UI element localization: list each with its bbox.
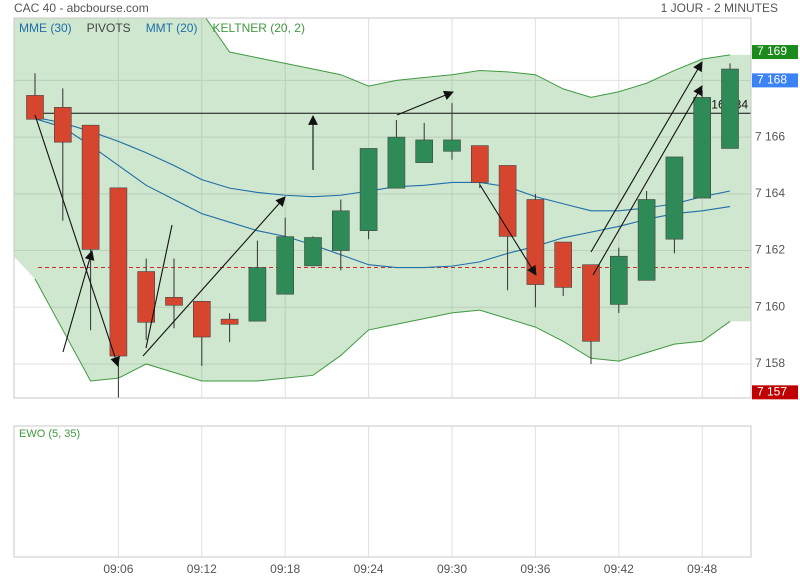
candle-body — [137, 271, 155, 323]
y-tick-label: 7 160 — [755, 299, 785, 313]
x-tick-label: 09:48 — [687, 562, 717, 576]
price-badge-label: 7 169 — [757, 44, 787, 58]
chart-title: CAC 40 - abcbourse.com — [14, 1, 149, 15]
x-tick-label: 09:30 — [437, 562, 467, 576]
candle-body — [359, 148, 378, 231]
lower-panel-title: EWO (5, 35) — [19, 428, 80, 440]
candle-body — [165, 297, 183, 306]
arrow — [62, 250, 95, 353]
candle-body — [276, 236, 295, 295]
y-tick-label: 7 164 — [755, 186, 785, 200]
arrow — [142, 196, 286, 357]
candle-body — [53, 107, 72, 143]
arrow — [590, 61, 703, 253]
price-badge-label: 7 157 — [757, 385, 787, 399]
candle-body — [582, 264, 600, 342]
price-badge-label: 7 168 — [757, 73, 787, 87]
candle-body — [609, 255, 628, 305]
arrow — [34, 114, 120, 367]
main-panel — [13, 17, 752, 399]
x-tick-label: 09:18 — [270, 562, 300, 576]
candle-body — [220, 318, 239, 325]
arrow — [479, 184, 537, 276]
price-badge — [752, 45, 798, 60]
y-tick-label: 7 158 — [755, 356, 785, 370]
moving-average — [34, 118, 731, 269]
arrow — [396, 90, 454, 116]
candle-body — [721, 68, 739, 149]
lower-panel — [13, 425, 752, 558]
keltner-upper — [205, 18, 731, 98]
legend-entry: KELTNER (20, 2) — [212, 21, 304, 35]
candle-body — [193, 300, 211, 338]
candle-body — [304, 237, 322, 267]
y-tick-label: 7 162 — [755, 243, 785, 257]
x-tick-label: 09:12 — [187, 562, 217, 576]
legend: MME (30) PIVOTS MMT (20) KELTNER (20, 2) — [19, 21, 305, 35]
x-tick-label: 09:06 — [103, 562, 133, 576]
candle-body — [498, 165, 517, 237]
legend-entry: MME (30) — [19, 21, 72, 35]
candle-body — [81, 124, 100, 250]
candle-body — [331, 210, 350, 251]
y-tick-label: 7 166 — [755, 129, 785, 143]
candle-body — [415, 139, 434, 163]
candle-body — [637, 199, 656, 281]
chart-subtitle: 1 JOUR - 2 MINUTES — [661, 1, 778, 15]
arrow — [145, 224, 173, 349]
candle-body — [26, 95, 44, 120]
annotations — [34, 61, 703, 367]
legend-entry: MMT (20) — [146, 21, 198, 35]
candle-body — [443, 139, 461, 152]
candle-body — [693, 97, 712, 199]
keltner-lower — [34, 278, 731, 382]
x-tick-label: 09:36 — [520, 562, 550, 576]
candle-body — [554, 241, 573, 288]
keltner-band — [14, 18, 751, 381]
price-badge — [752, 385, 798, 400]
arrow — [592, 85, 703, 276]
candle-body — [665, 156, 684, 240]
x-tick-label: 09:24 — [354, 562, 384, 576]
candle-body — [109, 187, 128, 357]
moving-average — [34, 116, 731, 212]
x-tick-label: 09:42 — [604, 562, 634, 576]
axes: 7 158 7 160 7 162 7 164 7 166 7 168 09:06 09:12… — [103, 44, 798, 576]
candle-body — [248, 267, 267, 322]
candle-body — [470, 145, 489, 183]
candle-body — [526, 199, 545, 285]
price-badge — [752, 73, 798, 88]
legend-entry: PIVOTS — [87, 21, 131, 35]
candle-body — [387, 136, 406, 189]
